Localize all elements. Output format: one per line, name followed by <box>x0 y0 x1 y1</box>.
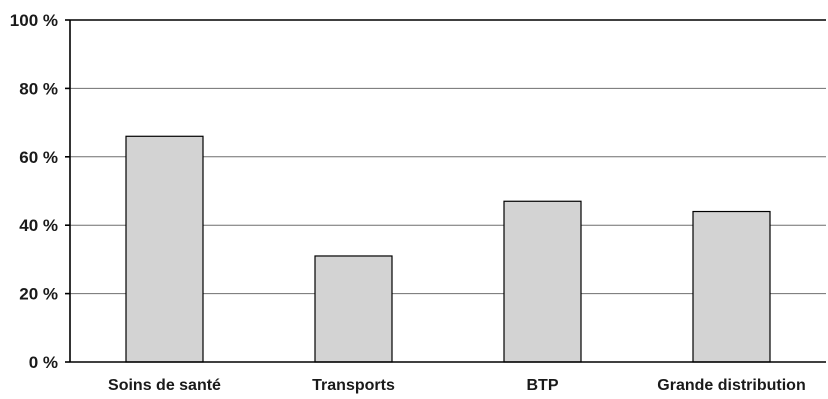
bar-0 <box>126 136 203 362</box>
y-tick-labels: 0 % 20 % 40 % 60 % 80 % 100 % <box>10 11 58 372</box>
bar-1 <box>315 256 392 362</box>
bar-3 <box>693 212 770 362</box>
y-tick-label: 80 % <box>19 79 58 98</box>
y-tick-label: 20 % <box>19 285 58 304</box>
category-label: Soins de santé <box>108 377 221 394</box>
y-tick-label: 60 % <box>19 148 58 167</box>
category-label: BTP <box>527 377 559 394</box>
category-label: Grande distribution <box>657 377 805 394</box>
category-label: Transports <box>312 377 395 394</box>
y-tick-label: 40 % <box>19 216 58 235</box>
y-tick-label: 100 % <box>10 11 58 30</box>
category-labels: Soins de santé Transports BTP Grande distri… <box>108 377 806 394</box>
y-tick-label: 0 % <box>29 353 58 372</box>
bar-2 <box>504 201 581 362</box>
bars <box>126 136 770 362</box>
